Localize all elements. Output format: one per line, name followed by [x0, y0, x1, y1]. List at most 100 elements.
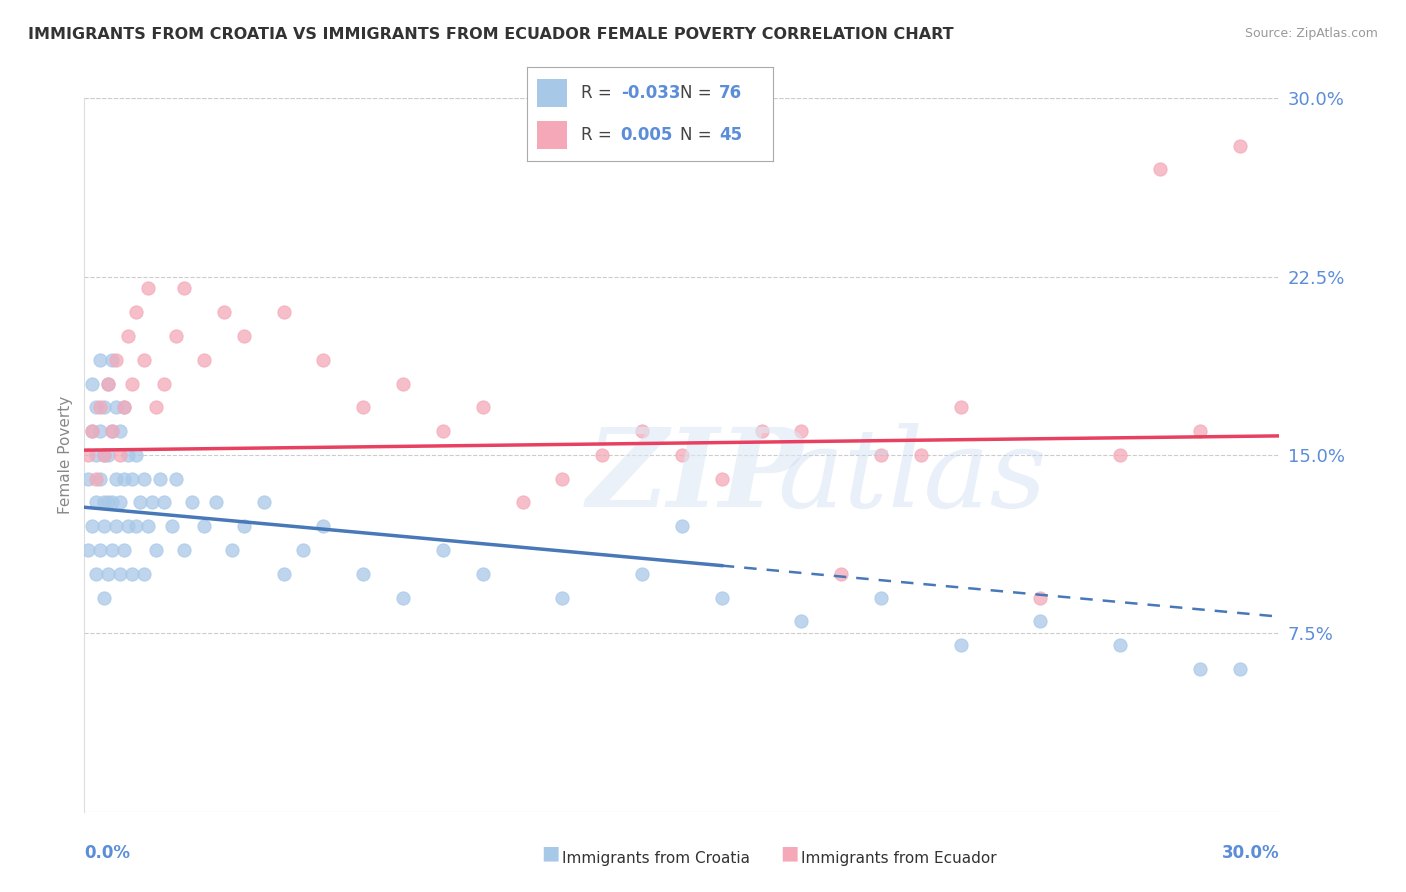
Point — [121, 566, 143, 581]
Point — [110, 424, 132, 438]
Point — [790, 424, 813, 438]
Point — [153, 495, 176, 509]
Point — [125, 305, 148, 319]
Text: 45: 45 — [720, 127, 742, 145]
Point — [631, 424, 654, 438]
Point — [112, 543, 135, 558]
Point — [77, 448, 100, 462]
Point — [232, 519, 254, 533]
Point — [93, 448, 115, 462]
Point — [870, 591, 893, 605]
Text: 30.0%: 30.0% — [1222, 844, 1279, 862]
Text: -0.033: -0.033 — [621, 84, 681, 102]
Point — [82, 424, 104, 438]
Point — [352, 401, 374, 415]
Point — [830, 566, 852, 581]
Point — [432, 424, 454, 438]
Text: atlas: atlas — [778, 423, 1047, 530]
Point — [1229, 662, 1251, 676]
Point — [1149, 162, 1171, 177]
Point — [136, 519, 159, 533]
Point — [710, 472, 733, 486]
Point — [132, 472, 156, 486]
Point — [1109, 448, 1132, 462]
Point — [160, 519, 183, 533]
Point — [121, 376, 143, 391]
Point — [910, 448, 932, 462]
Point — [232, 329, 254, 343]
Point — [89, 424, 111, 438]
Text: N =: N = — [681, 127, 711, 145]
Point — [77, 472, 100, 486]
Point — [93, 591, 115, 605]
Point — [352, 566, 374, 581]
Point — [710, 591, 733, 605]
Point — [86, 401, 108, 415]
Point — [86, 566, 108, 581]
Point — [97, 495, 120, 509]
Point — [312, 352, 335, 367]
Point — [136, 281, 159, 295]
Point — [173, 543, 195, 558]
FancyBboxPatch shape — [537, 79, 567, 107]
Point — [117, 448, 139, 462]
Point — [512, 495, 534, 509]
Point — [125, 448, 148, 462]
Point — [949, 401, 972, 415]
Point — [1188, 662, 1211, 676]
Text: Immigrants from Ecuador: Immigrants from Ecuador — [801, 851, 997, 865]
Text: 0.0%: 0.0% — [84, 844, 131, 862]
Text: 0.005: 0.005 — [621, 127, 673, 145]
Text: IMMIGRANTS FROM CROATIA VS IMMIGRANTS FROM ECUADOR FEMALE POVERTY CORRELATION CH: IMMIGRANTS FROM CROATIA VS IMMIGRANTS FR… — [28, 27, 953, 42]
Point — [181, 495, 204, 509]
Point — [117, 329, 139, 343]
Point — [273, 305, 295, 319]
Point — [97, 376, 120, 391]
Point — [112, 472, 135, 486]
Point — [145, 543, 167, 558]
Point — [551, 591, 574, 605]
Point — [93, 519, 115, 533]
Point — [105, 352, 128, 367]
Point — [129, 495, 152, 509]
Point — [671, 519, 693, 533]
Point — [173, 281, 195, 295]
Point — [132, 566, 156, 581]
Point — [165, 472, 187, 486]
Point — [101, 352, 124, 367]
Point — [125, 519, 148, 533]
Point — [97, 566, 120, 581]
Point — [432, 543, 454, 558]
Point — [89, 543, 111, 558]
Point — [89, 352, 111, 367]
Point — [212, 305, 235, 319]
Point — [471, 566, 494, 581]
FancyBboxPatch shape — [537, 121, 567, 149]
Point — [97, 448, 120, 462]
Point — [112, 401, 135, 415]
Text: N =: N = — [681, 84, 711, 102]
Point — [101, 543, 124, 558]
Point — [193, 352, 215, 367]
Point — [751, 424, 773, 438]
Point — [101, 495, 124, 509]
Point — [132, 352, 156, 367]
Point — [105, 519, 128, 533]
Point — [193, 519, 215, 533]
Point — [551, 472, 574, 486]
Point — [631, 566, 654, 581]
Point — [273, 566, 295, 581]
Point — [93, 401, 115, 415]
Point — [93, 495, 115, 509]
Text: ■: ■ — [541, 843, 560, 862]
Point — [121, 472, 143, 486]
Point — [165, 329, 187, 343]
Point — [591, 448, 613, 462]
Point — [89, 401, 111, 415]
Point — [149, 472, 172, 486]
Point — [82, 376, 104, 391]
Text: Source: ZipAtlas.com: Source: ZipAtlas.com — [1244, 27, 1378, 40]
Point — [392, 591, 415, 605]
Point — [97, 376, 120, 391]
Point — [117, 519, 139, 533]
